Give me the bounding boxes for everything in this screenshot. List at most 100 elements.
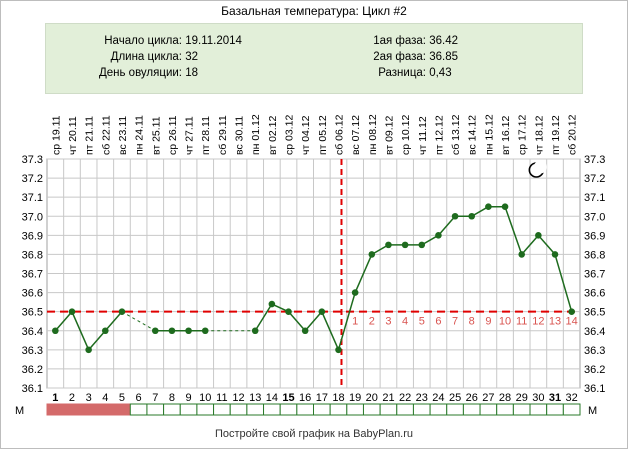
- info-value: 36.85: [429, 51, 458, 63]
- menstruation-cell: [396, 403, 414, 416]
- x-date-label: чт 11.12: [417, 116, 429, 155]
- y-tick-label-left: 36.5: [22, 307, 43, 319]
- x-date-label: пт 28.11: [200, 116, 212, 155]
- info-label: Разница:: [378, 67, 426, 79]
- y-tick-label-right: 36.1: [584, 383, 605, 395]
- x-date-label: ср 03.12: [284, 115, 296, 155]
- info-ovulation-day: День овуляции: 18: [46, 67, 198, 79]
- x-tick-label: 9: [186, 392, 192, 404]
- x-tick-label: 20: [366, 392, 378, 404]
- temperature-segment: [304, 311, 323, 332]
- menstruation-cell: [63, 403, 81, 416]
- phase2-day-label: 10: [499, 316, 511, 328]
- x-tick-label: 16: [299, 392, 311, 404]
- menstruation-cell: [96, 403, 115, 416]
- x-date-label: вт 09.12: [383, 115, 395, 155]
- y-tick-label-right: 36.3: [584, 345, 605, 357]
- menstruation-cell: [179, 403, 198, 416]
- temperature-point: [185, 327, 192, 335]
- temperature-segment: [437, 215, 456, 236]
- x-tick-label: 14: [266, 392, 278, 404]
- y-tick-label-right: 36.6: [584, 288, 605, 300]
- x-date-label: вт 02.12: [267, 115, 279, 155]
- y-tick-label-right: 36.2: [584, 364, 605, 376]
- menstruation-cell: [462, 403, 481, 416]
- menstruation-cell: [512, 403, 531, 416]
- menstruation-cell: [229, 403, 248, 416]
- temperature-segment: [254, 303, 273, 332]
- info-value: 19.11.2014: [185, 35, 242, 47]
- x-date-label: чт 18.12: [533, 115, 545, 155]
- temperature-segment: [337, 292, 356, 351]
- info-difference: Разница: 0,43: [328, 67, 451, 79]
- y-tick-label-left: 37.0: [22, 211, 43, 223]
- menstruation-cell: [529, 403, 548, 416]
- x-date-label: пн 01.12: [250, 114, 262, 155]
- temperature-point: [451, 212, 459, 220]
- x-tick-label: 27: [482, 392, 494, 404]
- phase2-day-label: 3: [385, 316, 391, 328]
- temperature-point: [535, 232, 542, 239]
- y-tick-label-left: 36.2: [22, 364, 43, 376]
- info-cycle-start: Начало цикла: 19.11.2014: [46, 35, 242, 47]
- info-phase1: 1ая фаза: 36.42: [328, 35, 458, 47]
- footer-link[interactable]: Постройте свой график на BabyPlan.ru: [214, 428, 414, 440]
- x-date-label: пт 12.12: [433, 115, 445, 155]
- menstruation-cell: [296, 403, 314, 416]
- y-tick-label-right: 36.8: [584, 249, 605, 261]
- temperature-segment: [321, 311, 340, 351]
- x-date-label: чт 20.11: [67, 116, 79, 155]
- x-date-label: сб 22.11: [100, 115, 112, 155]
- y-tick-label-right: 37.3: [584, 154, 605, 166]
- x-tick-label: 22: [399, 392, 411, 404]
- x-date-label: вт 25.11: [150, 116, 162, 155]
- temperature-segment: [104, 311, 123, 332]
- x-date-label: ср 26.11: [167, 115, 179, 155]
- x-tick-label: 4: [102, 392, 108, 404]
- y-tick-label-right: 36.7: [584, 269, 605, 281]
- temperature-segment: [54, 311, 73, 332]
- x-date-label: сб 06.12: [333, 114, 345, 155]
- x-tick-label: 24: [432, 392, 444, 404]
- menstruation-cell: [196, 403, 215, 416]
- y-tick-label-left: 36.1: [22, 383, 43, 395]
- x-date-label: вс 07.12: [350, 115, 362, 155]
- temperature-segment: [504, 206, 523, 255]
- info-value: 32: [185, 51, 198, 63]
- temperature-point: [85, 346, 92, 354]
- menstruation-cell: [329, 403, 348, 416]
- x-date-label: пт 19.12: [550, 115, 562, 155]
- temperature-point: [68, 308, 76, 315]
- menstruation-cell: [496, 403, 514, 416]
- temperature-point: [368, 251, 376, 258]
- menstruation-cell: [129, 403, 148, 416]
- info-value: 18: [185, 67, 198, 79]
- menstruation-cell: [379, 403, 398, 416]
- phase2-day-label: 13: [549, 316, 561, 328]
- x-date-label: вс 14.12: [467, 115, 479, 155]
- info-label: Длина цикла:: [110, 51, 182, 63]
- temperature-point: [401, 241, 409, 249]
- x-tick-label: 28: [499, 392, 511, 404]
- x-tick-label: 6: [136, 392, 142, 404]
- phase2-day-label: 14: [566, 316, 578, 328]
- x-date-label: чт 27.11: [184, 116, 196, 155]
- info-label: 2ая фаза:: [373, 51, 426, 63]
- temperature-segment: [287, 311, 306, 332]
- y-tick-label-left: 37.1: [22, 192, 43, 204]
- x-tick-label: 26: [466, 392, 478, 404]
- x-date-label: пн 08.12: [367, 114, 379, 155]
- menstruation-cell: [263, 403, 281, 416]
- y-tick-label-left: 36.6: [22, 288, 43, 300]
- x-date-label: чт 04.12: [300, 115, 312, 155]
- y-tick-label-right: 36.5: [584, 307, 605, 319]
- x-date-label: ср 10.12: [400, 115, 412, 155]
- temperature-point: [318, 308, 326, 315]
- temperature-point: [151, 327, 159, 335]
- temperature-point: [468, 212, 476, 220]
- menstruation-cell: [446, 403, 464, 416]
- x-tick-label: 7: [152, 392, 158, 404]
- info-value: 36.42: [429, 35, 458, 47]
- x-tick-label: 2: [69, 392, 75, 404]
- x-date-label: ср 17.12: [517, 115, 529, 155]
